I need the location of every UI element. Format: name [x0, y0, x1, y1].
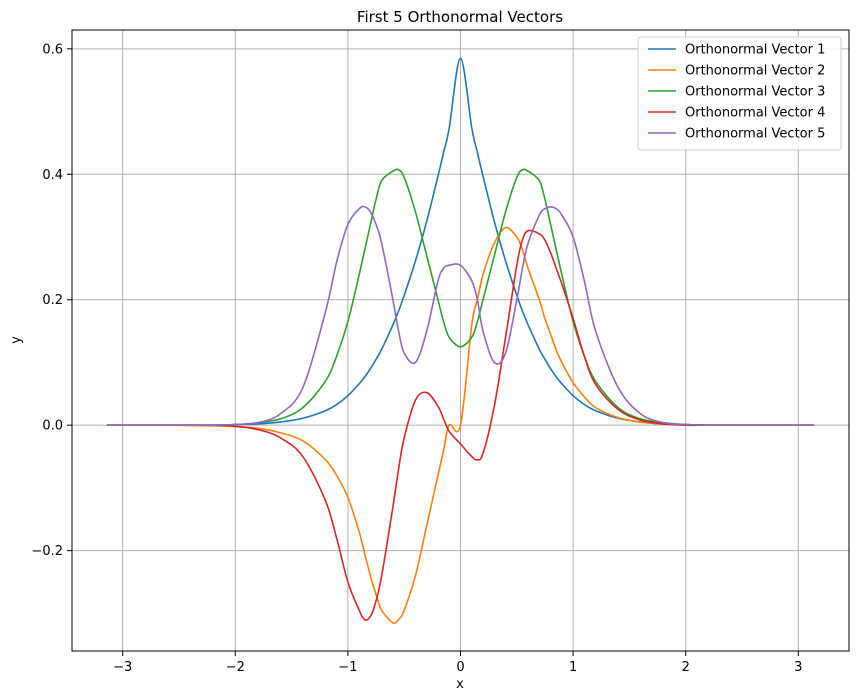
legend: Orthonormal Vector 1 Orthonormal Vector 2… — [637, 36, 842, 151]
x-tick-label: 3 — [794, 660, 802, 675]
x-tick-label: 0 — [456, 660, 464, 675]
series-line-4 — [106, 229, 815, 621]
y-tick-label: 0.4 — [42, 168, 63, 183]
x-ticks: −3 −2 −1 0 1 2 3 — [113, 651, 802, 675]
x-tick-label: −2 — [226, 660, 245, 675]
series-line-1 — [106, 57, 815, 427]
legend-label: Orthonormal Vector 4 — [685, 106, 825, 121]
series-line-5 — [106, 205, 815, 427]
legend-label: Orthonormal Vector 1 — [685, 43, 825, 58]
legend-label: Orthonormal Vector 2 — [685, 64, 825, 79]
x-tick-label: −1 — [338, 660, 357, 675]
legend-box — [637, 36, 842, 151]
x-tick-label: 2 — [682, 660, 690, 675]
y-tick-label: −0.2 — [31, 544, 63, 559]
legend-label: Orthonormal Vector 3 — [685, 85, 825, 100]
x-tick-label: −3 — [113, 660, 132, 675]
y-axis-label: y — [9, 336, 24, 344]
y-tick-label: 0.6 — [42, 42, 63, 57]
legend-label: Orthonormal Vector 5 — [685, 127, 825, 142]
y-tick-label: 0.2 — [42, 293, 63, 308]
x-axis-label: x — [456, 677, 464, 692]
series-lines — [106, 57, 815, 625]
series-line-2 — [106, 226, 815, 625]
x-tick-label: 1 — [569, 660, 577, 675]
y-ticks: −0.2 0.0 0.2 0.4 0.6 — [31, 42, 72, 559]
chart-title: First 5 Orthonormal Vectors — [357, 8, 563, 26]
y-tick-label: 0.0 — [42, 419, 63, 434]
